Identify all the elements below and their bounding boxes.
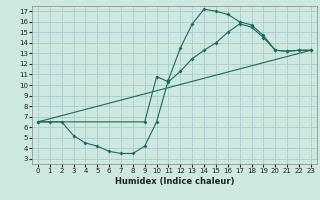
X-axis label: Humidex (Indice chaleur): Humidex (Indice chaleur) (115, 177, 234, 186)
